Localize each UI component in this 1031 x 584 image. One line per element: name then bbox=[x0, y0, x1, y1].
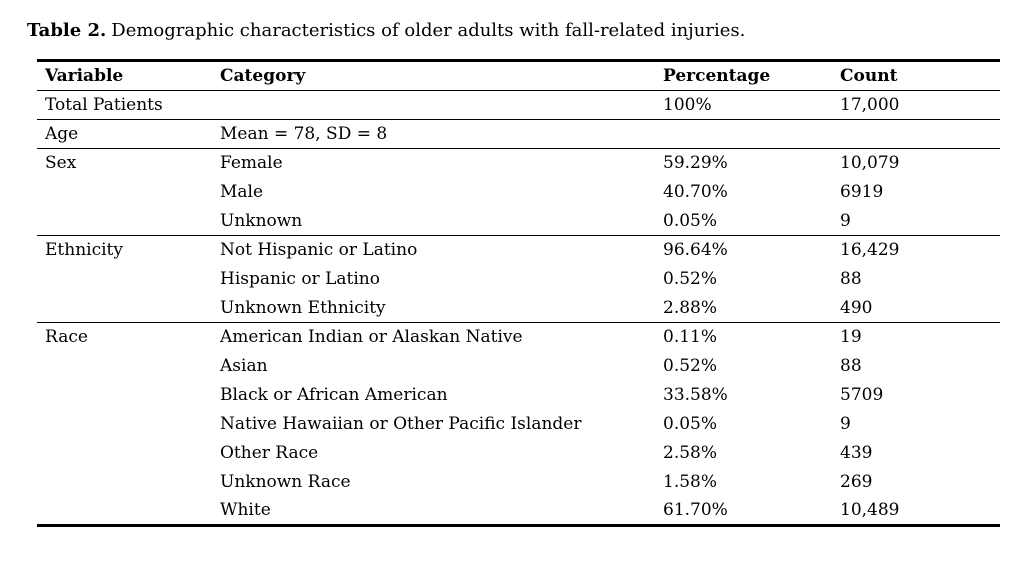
cell-category: White bbox=[212, 496, 655, 527]
cell-percentage: 1.58% bbox=[663, 472, 718, 492]
cell-count: 88 bbox=[840, 356, 862, 376]
table-row: Native Hawaiian or Other Pacific Islande… bbox=[37, 410, 1000, 439]
cell-variable bbox=[37, 178, 212, 207]
cell-variable bbox=[37, 265, 212, 294]
table-row: Ethnicity Not Hispanic or Latino 96.64% … bbox=[37, 236, 1000, 265]
demographics-table: Variable Category Percentage Count Total… bbox=[37, 59, 1000, 527]
cell-variable bbox=[37, 381, 212, 410]
cell-variable bbox=[37, 496, 212, 527]
table-row: Unknown Ethnicity 2.88% 490 bbox=[37, 293, 1000, 323]
cell-count: 19 bbox=[840, 327, 862, 348]
table-row: White 61.70% 10,489 bbox=[37, 496, 1000, 527]
cell-percentage bbox=[655, 119, 832, 149]
cell-percentage: 0.52% bbox=[663, 356, 718, 376]
cell-count: 10,079 bbox=[840, 153, 900, 174]
table-caption-label: Table 2. bbox=[27, 20, 107, 41]
cell-category: Black or African American bbox=[220, 385, 448, 405]
cell-count: 17,000 bbox=[832, 90, 1000, 120]
cell-percentage: 2.88% bbox=[655, 293, 832, 323]
cell-percentage: 61.70% bbox=[655, 496, 832, 527]
cell-percentage: 40.70% bbox=[663, 182, 728, 202]
cell-category: Hispanic or Latino bbox=[220, 269, 380, 289]
cell-category: Mean = 78, SD = 8 bbox=[212, 119, 655, 149]
cell-variable: Age bbox=[37, 119, 212, 149]
cell-count: 6919 bbox=[840, 182, 884, 202]
document-page: Table 2. Demographic characteristics of o… bbox=[0, 19, 1031, 584]
table-row: Asian 0.52% 88 bbox=[37, 352, 1000, 381]
cell-count: 10,489 bbox=[832, 496, 1000, 527]
cell-category: Unknown Race bbox=[220, 472, 351, 492]
cell-percentage: 0.11% bbox=[663, 327, 718, 348]
table-row: Sex Female 59.29% 10,079 bbox=[37, 149, 1000, 178]
cell-category: American Indian or Alaskan Native bbox=[220, 327, 523, 348]
cell-variable bbox=[37, 352, 212, 381]
cell-count: 9 bbox=[840, 414, 851, 434]
cell-percentage: 59.29% bbox=[663, 153, 728, 174]
cell-category bbox=[212, 90, 655, 120]
table-caption-text: Demographic characteristics of older adu… bbox=[111, 20, 746, 41]
cell-percentage: 96.64% bbox=[663, 240, 728, 261]
cell-percentage: 2.58% bbox=[663, 443, 718, 463]
cell-count: 5709 bbox=[840, 385, 884, 405]
table-row: Total Patients 100% 17,000 bbox=[37, 90, 1000, 120]
table-row: Hispanic or Latino 0.52% 88 bbox=[37, 265, 1000, 294]
table-row: Race American Indian or Alaskan Native 0… bbox=[37, 323, 1000, 352]
table-caption: Table 2. Demographic characteristics of o… bbox=[27, 19, 1031, 43]
cell-category: Unknown bbox=[212, 206, 655, 236]
table-row: Other Race 2.58% 439 bbox=[37, 439, 1000, 468]
cell-category: Asian bbox=[220, 356, 268, 376]
table-header-row: Variable Category Percentage Count bbox=[37, 59, 1000, 91]
cell-count: 439 bbox=[840, 443, 873, 463]
cell-variable bbox=[37, 468, 212, 497]
column-header-variable: Variable bbox=[37, 59, 212, 91]
table-row: Black or African American 33.58% 5709 bbox=[37, 381, 1000, 410]
cell-count: 269 bbox=[840, 472, 873, 492]
cell-percentage: 0.05% bbox=[663, 414, 718, 434]
column-header-category: Category bbox=[212, 59, 655, 91]
cell-category: Native Hawaiian or Other Pacific Islande… bbox=[220, 414, 582, 434]
cell-category: Male bbox=[220, 182, 264, 202]
cell-category: Not Hispanic or Latino bbox=[220, 240, 418, 261]
cell-variable: Race bbox=[45, 327, 88, 348]
column-header-percentage: Percentage bbox=[655, 59, 832, 91]
table-row: Unknown Race 1.58% 269 bbox=[37, 468, 1000, 497]
cell-variable: Total Patients bbox=[37, 90, 212, 120]
cell-category: Unknown Ethnicity bbox=[212, 293, 655, 323]
cell-variable: Ethnicity bbox=[45, 240, 123, 261]
cell-category: Female bbox=[220, 153, 283, 174]
table-row: Male 40.70% 6919 bbox=[37, 178, 1000, 207]
table-row: Unknown 0.05% 9 bbox=[37, 206, 1000, 236]
table-row: Age Mean = 78, SD = 8 bbox=[37, 119, 1000, 149]
cell-count bbox=[832, 119, 1000, 149]
cell-count: 88 bbox=[840, 269, 862, 289]
cell-percentage: 0.52% bbox=[663, 269, 718, 289]
cell-category: Other Race bbox=[220, 443, 319, 463]
cell-variable bbox=[37, 293, 212, 323]
cell-count: 490 bbox=[832, 293, 1000, 323]
cell-count: 9 bbox=[832, 206, 1000, 236]
cell-count: 16,429 bbox=[840, 240, 900, 261]
column-header-count: Count bbox=[832, 59, 1000, 91]
cell-variable bbox=[37, 410, 212, 439]
cell-variable bbox=[37, 206, 212, 236]
cell-variable bbox=[37, 439, 212, 468]
cell-percentage: 100% bbox=[655, 90, 832, 120]
cell-percentage: 33.58% bbox=[663, 385, 728, 405]
cell-variable: Sex bbox=[45, 153, 77, 174]
cell-percentage: 0.05% bbox=[655, 206, 832, 236]
